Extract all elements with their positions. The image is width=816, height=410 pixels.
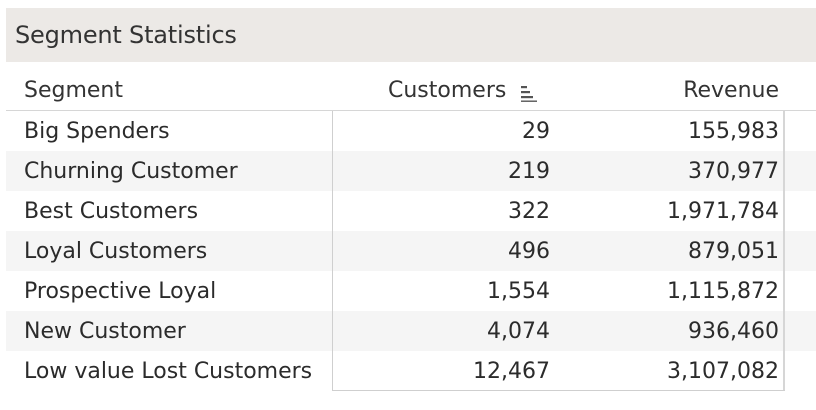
table-row[interactable]: Big Spenders 29 155,983 [6, 111, 816, 151]
column-header-revenue[interactable]: Revenue [683, 78, 779, 103]
table-row[interactable]: Low value Lost Customers 12,467 3,107,08… [6, 351, 816, 391]
cell-customers: 322 [508, 199, 550, 224]
column-divider [332, 111, 333, 391]
cell-customers: 12,467 [473, 359, 550, 384]
cell-customers: 4,074 [487, 319, 550, 344]
cell-segment: Best Customers [24, 199, 199, 224]
table-header: Segment Customers Revenue [6, 74, 816, 111]
cell-customers: 219 [508, 159, 550, 184]
cell-segment: Low value Lost Customers [24, 359, 313, 384]
column-header-customers-label: Customers [388, 78, 507, 103]
cell-segment: New Customer [24, 319, 186, 344]
page-title: Segment Statistics [15, 21, 237, 49]
cell-segment: Big Spenders [24, 119, 170, 144]
cell-segment: Churning Customer [24, 159, 238, 184]
table-row[interactable]: Loyal Customers 496 879,051 [6, 231, 816, 271]
segment-statistics-panel: Segment Statistics Segment Customers Rev… [6, 8, 816, 404]
cell-segment: Loyal Customers [24, 239, 208, 264]
title-bar: Segment Statistics [6, 8, 816, 62]
table-row[interactable]: Prospective Loyal 1,554 1,115,872 [6, 271, 816, 311]
cell-revenue: 1,971,784 [667, 199, 779, 224]
column-header-customers[interactable]: Customers [388, 78, 538, 103]
table-body: Big Spenders 29 155,983 Churning Custome… [6, 111, 816, 391]
cell-customers: 496 [508, 239, 550, 264]
table-row[interactable]: Churning Customer 219 370,977 [6, 151, 816, 191]
cell-revenue: 879,051 [688, 239, 779, 264]
sort-descending-icon[interactable] [520, 83, 538, 103]
cell-customers: 29 [522, 119, 550, 144]
cell-revenue: 1,115,872 [667, 279, 779, 304]
cell-revenue: 936,460 [688, 319, 779, 344]
cell-revenue: 3,107,082 [667, 359, 779, 384]
cell-segment: Prospective Loyal [24, 279, 217, 304]
cell-revenue: 370,977 [688, 159, 779, 184]
cell-customers: 1,554 [487, 279, 550, 304]
cell-revenue: 155,983 [688, 119, 779, 144]
table-right-border [783, 111, 785, 391]
table-row[interactable]: Best Customers 322 1,971,784 [6, 191, 816, 231]
column-header-segment[interactable]: Segment [24, 78, 123, 103]
table-bottom-border [332, 390, 785, 391]
table-row[interactable]: New Customer 4,074 936,460 [6, 311, 816, 351]
